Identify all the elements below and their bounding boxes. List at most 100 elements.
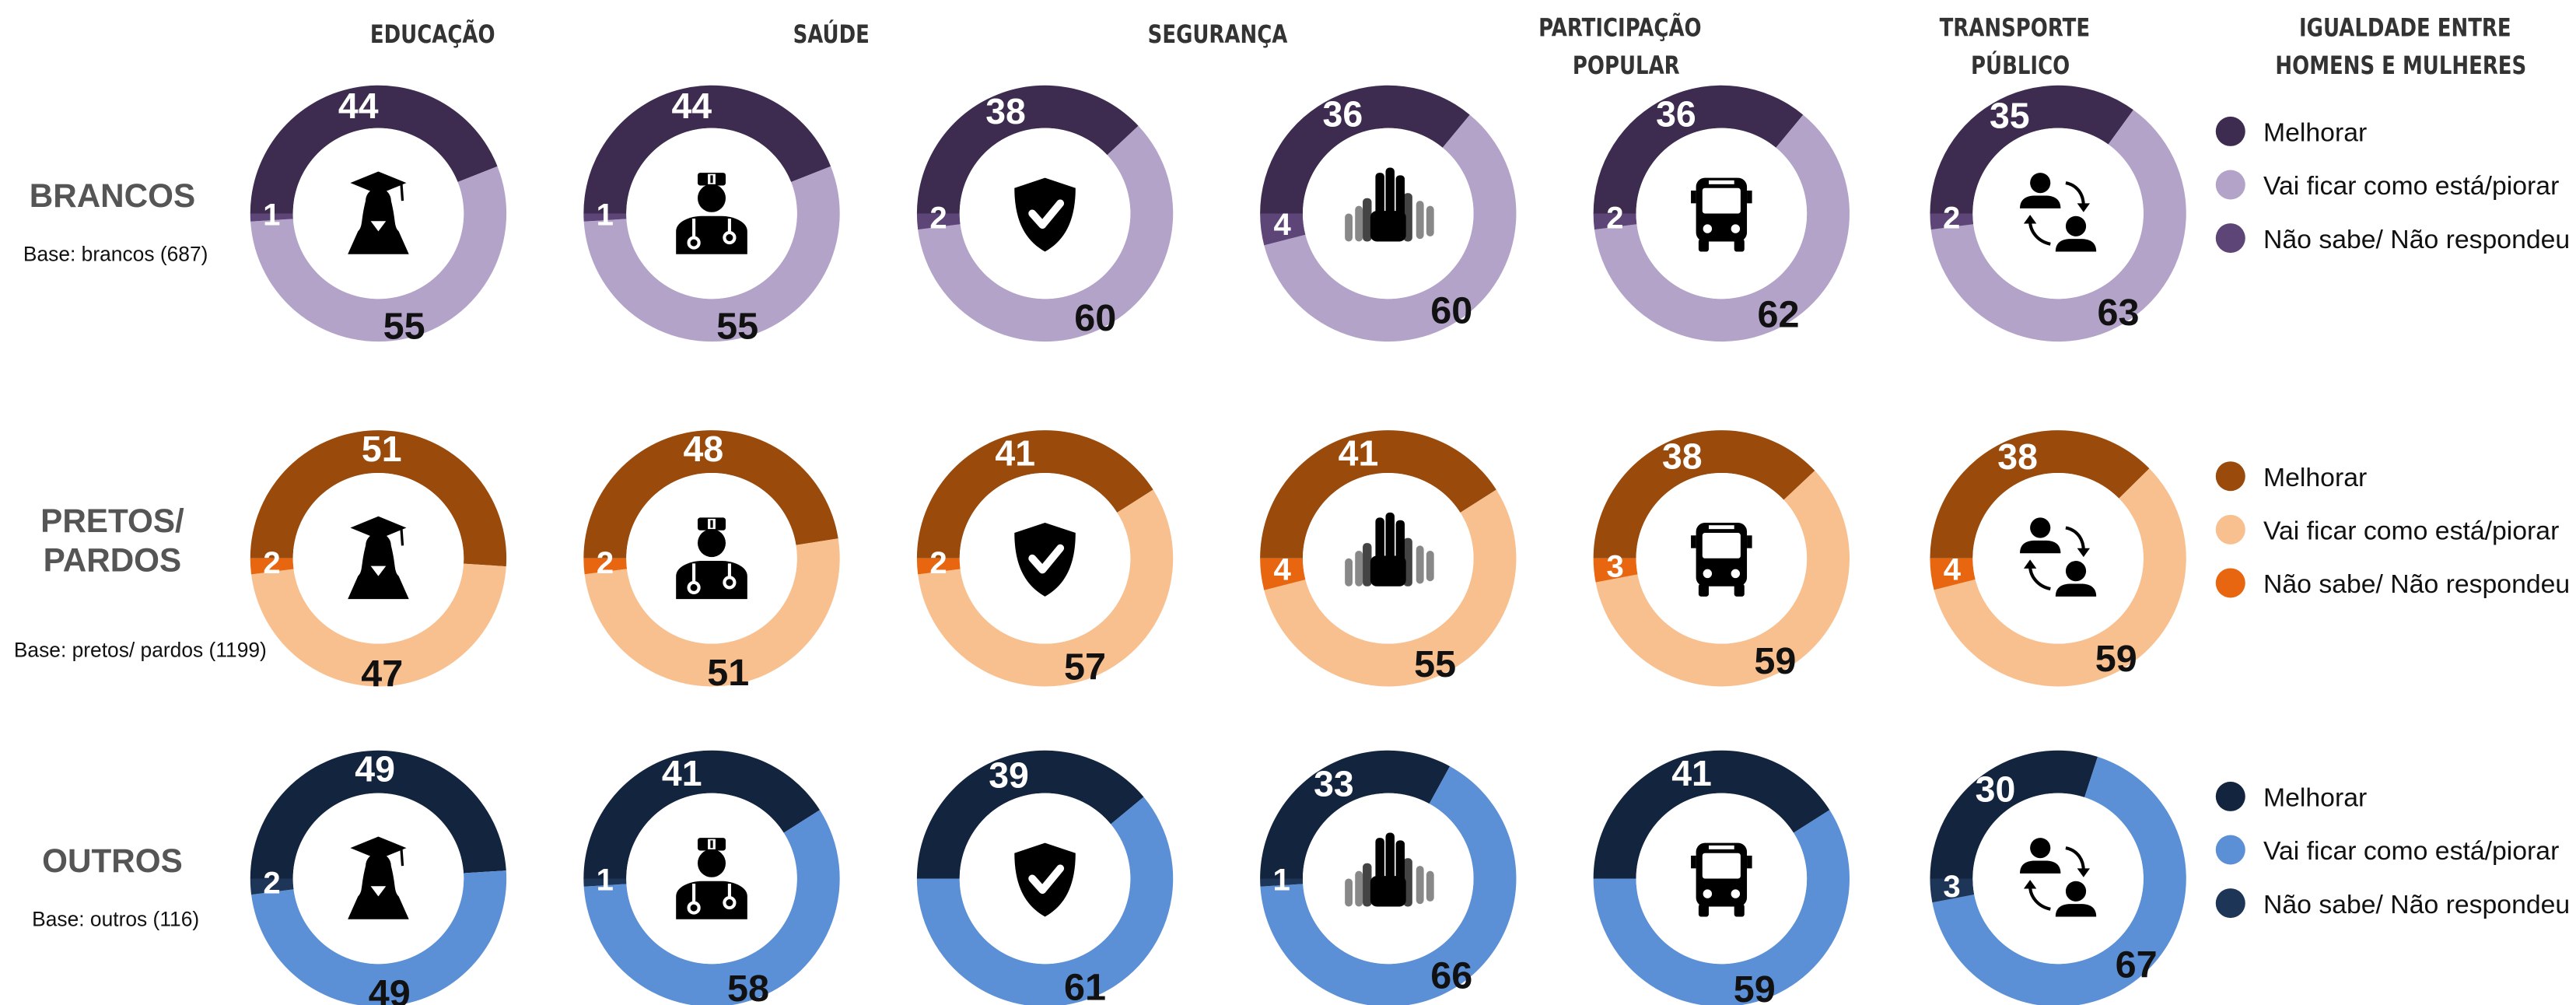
donut-segment xyxy=(583,213,627,222)
donut-segment xyxy=(1260,213,1306,246)
legend-label: Melhorar xyxy=(2263,463,2367,492)
donut-segment xyxy=(250,558,294,575)
donut-hole xyxy=(626,793,797,965)
donut-segment xyxy=(583,430,838,559)
value-label: 41 xyxy=(1671,753,1712,793)
value-label: 4 xyxy=(1273,208,1291,242)
legend-label: Não sabe/ Não respondeu xyxy=(2263,890,2570,919)
donut-segment xyxy=(1930,85,2133,214)
icon xyxy=(1691,177,1752,252)
legend-swatch xyxy=(2215,568,2245,598)
donut-segment xyxy=(583,558,628,575)
donut-segment xyxy=(1930,213,1974,230)
value-label: 4 xyxy=(1944,552,1962,587)
donut-segment xyxy=(1264,489,1517,687)
icon xyxy=(1691,522,1752,597)
legend-label: Melhorar xyxy=(2263,783,2367,813)
value-label: 35 xyxy=(1990,95,2030,135)
value-label: 44 xyxy=(671,86,712,126)
donut-hole xyxy=(1972,473,2144,644)
value-label: 36 xyxy=(1656,94,1696,135)
donut-segment xyxy=(1930,750,2098,879)
legend-swatch xyxy=(2215,888,2245,919)
donut-segment xyxy=(1593,85,1804,214)
value-label: 51 xyxy=(707,652,749,694)
donut-segment xyxy=(918,489,1174,687)
donut-segment xyxy=(1593,750,1830,879)
donut-segment xyxy=(1260,750,1451,879)
value-label: 55 xyxy=(1414,643,1456,685)
value-label: 44 xyxy=(338,86,379,126)
value-label: 1 xyxy=(597,198,614,232)
donut-segment xyxy=(916,213,961,230)
value-label: 59 xyxy=(2095,638,2137,680)
value-label: 38 xyxy=(1997,436,2038,477)
value-label: 4 xyxy=(1273,553,1291,587)
value-label: 59 xyxy=(1734,968,1776,1005)
value-label: 3 xyxy=(1943,870,1960,904)
value-label: 2 xyxy=(1943,201,1960,236)
row-label: BRANCOS xyxy=(30,177,195,214)
donut-segment xyxy=(1260,430,1496,559)
legend-label: Vai ficar como está/piorar xyxy=(2263,171,2559,201)
value-label: 41 xyxy=(1339,432,1379,473)
row-base: Base: pretos/ pardos (1199) xyxy=(14,638,267,661)
legend-swatch xyxy=(2215,835,2245,865)
value-label: 3 xyxy=(1607,549,1624,583)
donut-segment xyxy=(1593,213,1637,230)
row-label: PRETOS/ xyxy=(40,502,184,539)
value-label: 58 xyxy=(727,968,769,1005)
donut-segment xyxy=(584,538,840,687)
donut-segment xyxy=(1595,471,1850,687)
column-title: POPULAR xyxy=(1573,51,1680,79)
donut-segment xyxy=(1260,878,1304,887)
donut-segment xyxy=(1260,766,1517,1005)
value-label: 2 xyxy=(597,546,614,580)
value-label: 2 xyxy=(263,867,280,901)
donut-segment xyxy=(1932,756,2186,1005)
legend-swatch xyxy=(2215,170,2245,200)
column-title: PARTICIPAÇÃO xyxy=(1538,13,1701,42)
donut-segment xyxy=(1930,430,2150,559)
value-label: 1 xyxy=(263,198,280,232)
donut-segment xyxy=(583,750,821,879)
donut-segment xyxy=(583,166,840,342)
legend-swatch xyxy=(2215,514,2245,545)
donut-segment xyxy=(916,797,1174,1005)
column-title: EDUCAÇÃO xyxy=(370,19,495,48)
value-label: 1 xyxy=(597,863,614,897)
donut-segment xyxy=(1594,114,1850,342)
donut-hole xyxy=(1972,128,2144,299)
value-label: 59 xyxy=(1754,640,1796,682)
donut-segment xyxy=(1593,810,1850,1005)
legend-swatch xyxy=(2215,781,2245,811)
donut-segment xyxy=(1593,430,1815,559)
donut-segment xyxy=(1260,558,1306,590)
donut-hole xyxy=(1972,793,2144,965)
donut-segment xyxy=(916,750,1144,879)
donut-segment xyxy=(250,878,294,895)
column-title: PÚBLICO xyxy=(1971,51,2070,79)
column-title: SAÚDE xyxy=(793,19,870,48)
value-label: 33 xyxy=(1314,764,1354,804)
value-label: 62 xyxy=(1758,293,1800,335)
value-label: 38 xyxy=(1662,436,1703,476)
donut-segment xyxy=(250,430,507,567)
value-label: 55 xyxy=(716,306,758,348)
value-label: 67 xyxy=(2116,944,2158,986)
value-label: 66 xyxy=(1430,955,1472,997)
value-label: 49 xyxy=(355,749,395,790)
value-label: 48 xyxy=(684,429,724,469)
legend-label: Não sabe/ Não respondeu xyxy=(2263,569,2570,599)
legend-label: Vai ficar como está/piorar xyxy=(2263,836,2559,866)
value-label: 60 xyxy=(1430,290,1472,332)
donut-segment xyxy=(250,213,293,222)
donut-segment xyxy=(583,85,831,214)
value-label: 38 xyxy=(985,91,1026,131)
column-title: IGUALDADE ENTRE xyxy=(2299,13,2511,42)
value-label: 57 xyxy=(1064,646,1106,688)
donut-segment xyxy=(251,870,507,1005)
value-label: 2 xyxy=(1606,201,1623,236)
row-base: Base: outros (116) xyxy=(32,908,199,931)
